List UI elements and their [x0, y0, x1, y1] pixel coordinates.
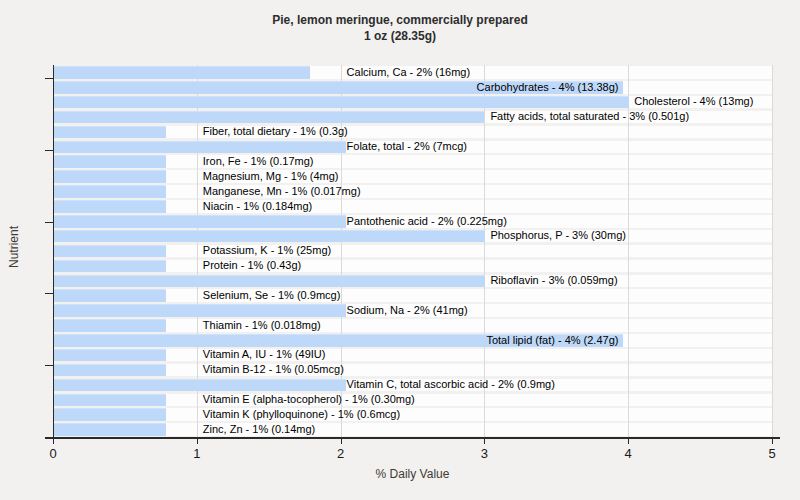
y-axis-tick [45, 78, 53, 79]
bar [54, 304, 346, 317]
chart-title-line2: 1 oz (28.35g) [0, 28, 800, 44]
bar-label: Vitamin E (alpha-tocopherol) - 1% (0.30m… [203, 393, 415, 406]
bar-label: Phosphorus, P - 3% (30mg) [490, 229, 626, 242]
bar [54, 349, 166, 362]
bar-label: Calcium, Ca - 2% (16mg) [347, 66, 470, 79]
bar-label: Potassium, K - 1% (25mg) [203, 244, 331, 257]
bar [54, 141, 346, 154]
bar-label: Selenium, Se - 1% (0.9mcg) [203, 289, 341, 302]
nutrition-bar-chart: Pie, lemon meringue, commercially prepar… [0, 0, 800, 500]
x-axis-tick [772, 439, 773, 444]
chart-title-line1: Pie, lemon meringue, commercially prepar… [0, 12, 800, 28]
y-axis-tick [45, 222, 53, 223]
bar-label: Pantothenic acid - 2% (0.225mg) [347, 215, 507, 228]
chart-title: Pie, lemon meringue, commercially prepar… [0, 12, 800, 44]
y-axis-tick [45, 365, 53, 366]
plot-area: Calcium, Ca - 2% (16mg) Carbohydrates - 4… [53, 65, 772, 437]
bar-label: Vitamin C, total ascorbic acid - 2% (0.9… [347, 378, 555, 391]
y-axis-line [53, 65, 54, 438]
bar-label: Thiamin - 1% (0.018mg) [203, 319, 321, 332]
y-axis-tick [45, 293, 53, 294]
gridline [772, 65, 773, 437]
bar [54, 319, 166, 332]
bar [54, 408, 166, 421]
bar-label: Protein - 1% (0.43g) [203, 259, 301, 272]
bar [54, 66, 310, 79]
x-axis-line [45, 437, 780, 439]
bar-label: Sodium, Na - 2% (41mg) [347, 304, 468, 317]
bar [54, 170, 166, 183]
bar [54, 289, 166, 302]
bar [54, 230, 485, 243]
x-axis-tick [484, 439, 485, 444]
bar-label: Magnesium, Mg - 1% (4mg) [203, 170, 339, 183]
bar-label: Vitamin A, IU - 1% (49IU) [203, 348, 326, 361]
y-axis-title: Nutrient [7, 147, 21, 347]
x-axis-tick-label: 1 [182, 446, 212, 461]
bar [54, 423, 166, 436]
bar [54, 96, 629, 109]
bar [54, 245, 166, 258]
x-axis-tick-label: 4 [613, 446, 643, 461]
bar [54, 200, 166, 213]
bar [54, 379, 346, 392]
y-axis-tick [45, 150, 53, 151]
bar-label: Vitamin B-12 - 1% (0.05mcg) [203, 363, 344, 376]
bar-label: Vitamin K (phylloquinone) - 1% (0.6mcg) [203, 408, 400, 421]
bar-label: Total lipid (fat) - 4% (2.47g) [486, 334, 618, 347]
bar-label: Manganese, Mn - 1% (0.017mg) [203, 185, 361, 198]
bar-label: Fatty acids, total saturated - 3% (0.501… [490, 110, 689, 123]
bar [54, 215, 346, 228]
x-axis-tick-label: 5 [757, 446, 787, 461]
bar [54, 275, 485, 288]
bar [54, 260, 166, 273]
bar-label: Zinc, Zn - 1% (0.14mg) [203, 423, 315, 436]
x-axis-tick [197, 439, 198, 444]
x-axis-tick-label: 2 [326, 446, 356, 461]
bar [54, 185, 166, 198]
bar [54, 394, 166, 407]
bar [54, 155, 166, 168]
bar [54, 111, 484, 124]
x-axis-tick [341, 439, 342, 444]
x-axis-title: % Daily Value [53, 467, 772, 481]
bar-label: Riboflavin - 3% (0.059mg) [490, 274, 617, 287]
bar-label: Folate, total - 2% (7mcg) [347, 140, 467, 153]
bar-label: Cholesterol - 4% (13mg) [634, 95, 753, 108]
x-axis-tick [628, 439, 629, 444]
bar [54, 364, 166, 377]
bar-label: Iron, Fe - 1% (0.17mg) [203, 155, 314, 168]
bar-label: Fiber, total dietary - 1% (0.3g) [203, 125, 348, 138]
x-axis-tick-label: 3 [469, 446, 499, 461]
bar [54, 126, 166, 139]
x-axis-tick-label: 0 [38, 446, 68, 461]
bar-label: Carbohydrates - 4% (13.38g) [477, 81, 619, 94]
bar-label: Niacin - 1% (0.184mg) [203, 200, 312, 213]
x-axis-tick [53, 439, 54, 444]
